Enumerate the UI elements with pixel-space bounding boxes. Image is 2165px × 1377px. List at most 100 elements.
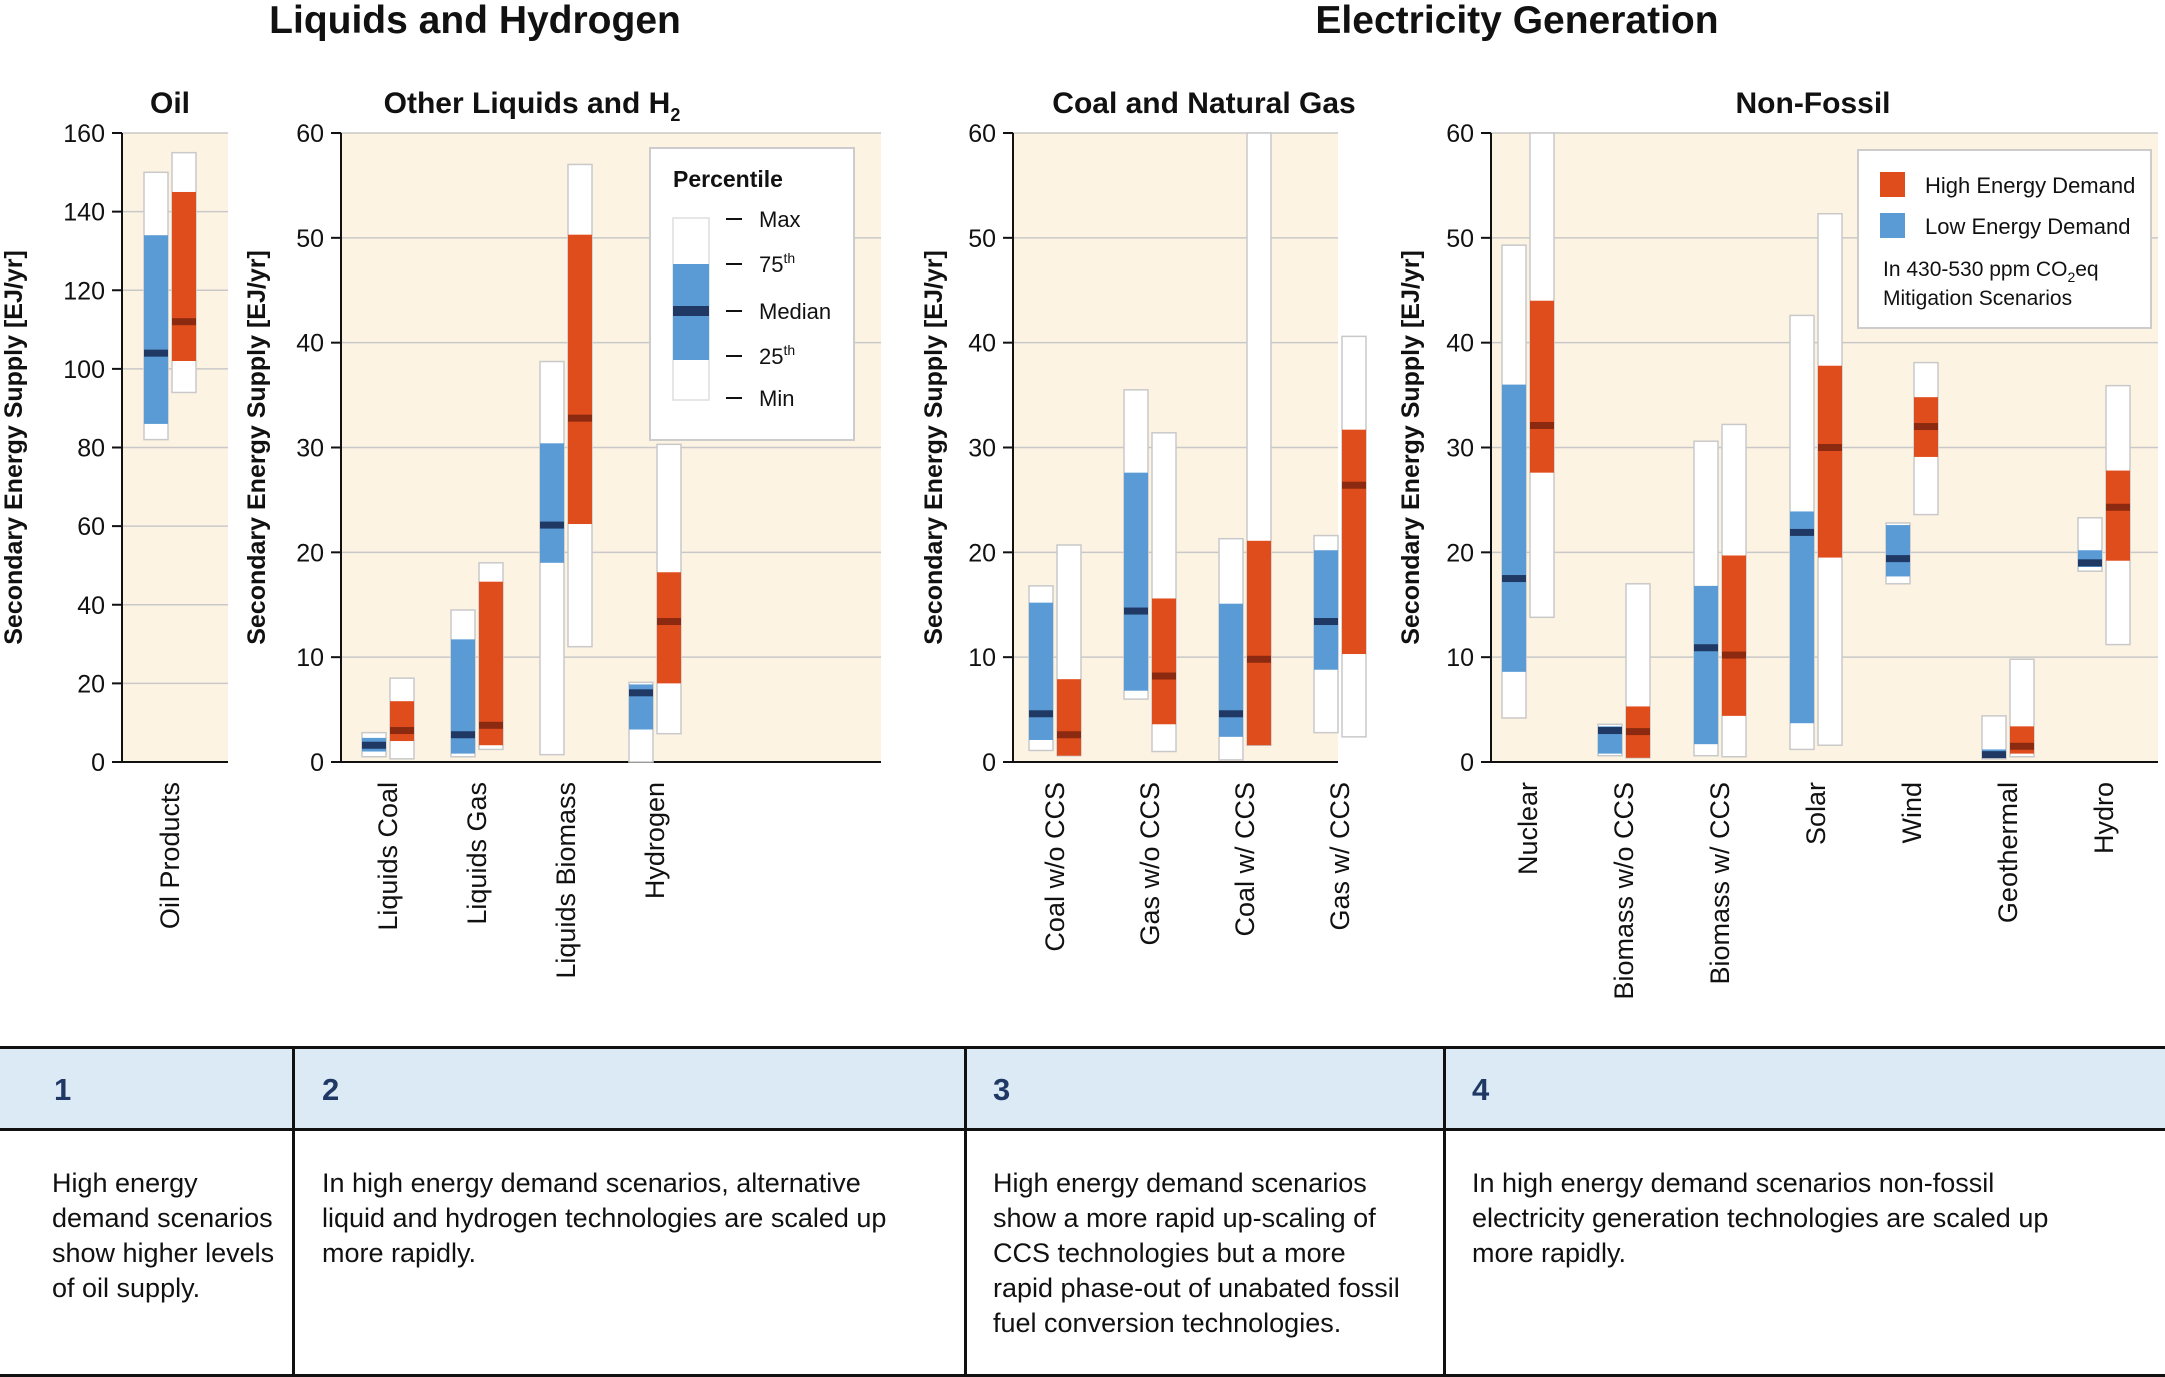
y-tick-label: 50 [296,225,324,253]
panel-coal-and-natural-gas: 0 10 20 30 40 50 60 Coal and Natural Gas Seconda… [920,87,1367,952]
median-line [144,349,168,357]
demand-legend-frame [1857,149,2152,329]
median-line [362,741,386,749]
median-line [629,689,653,697]
median-line [1342,481,1366,489]
category-label-gas-w-ccs: Gas w/ CCS [1325,782,1355,931]
low-demand-box [1029,602,1053,740]
y-tick-label: 120 [63,277,105,305]
category-label-biomass-w-o-ccs: Biomass w/o CCS [1609,782,1639,1000]
low-demand-box [1886,525,1910,577]
percentile-legend-title: Percentile [673,166,783,192]
panel-title: Coal and Natural Gas [1052,87,1355,120]
note-text-3: High energy demand scenarios show a more… [993,1168,1400,1338]
y-tick-label: 80 [77,435,105,463]
notes-table: 1 2 3 4 High energy demand scenarios sho… [0,1046,2165,1377]
legend-label-min: Min [759,386,794,411]
category-label-wind: Wind [1897,782,1927,844]
note-number-1: 1 [54,1072,72,1107]
y-tick-label: 30 [1446,435,1474,463]
panel-other-liquids-and-h2: 0 10 20 30 40 50 60 Other Liquids and H2 Seconda… [243,87,881,979]
median-line [2010,742,2034,750]
median-line [1914,423,1938,431]
median-line [540,521,564,529]
note-text-1: High energy demand scenarios show higher… [52,1168,275,1303]
high-demand-box [1152,598,1176,725]
median-line [479,721,503,729]
y-tick-label: 60 [1446,120,1474,148]
category-label-coal-w-ccs: Coal w/ CCS [1230,782,1260,937]
notes-header-row [0,1046,2165,1131]
low-demand-box [1314,550,1338,670]
category-label-hydrogen: Hydrogen [640,782,670,899]
y-tick-label: 30 [968,435,996,463]
category-label-oil-products: Oil Products [155,782,185,929]
category-label-geothermal: Geothermal [1993,782,2023,923]
median-line [1152,672,1176,680]
low-demand-box [1502,384,1526,672]
high-demand-box [479,581,503,746]
low-demand-box [1790,511,1814,724]
y-tick-label: 30 [296,435,324,463]
category-label-solar: Solar [1801,782,1831,845]
note-number-3: 3 [993,1072,1011,1107]
y-tick-label: 50 [968,225,996,253]
median-line [1057,731,1081,739]
note-number-4: 4 [1472,1072,1490,1107]
y-tick-label: 60 [77,513,105,541]
y-tick-label: 20 [296,539,324,567]
median-line [172,318,196,326]
panel-title: Non-Fossil [1736,87,1891,120]
high-demand-box [172,191,196,362]
y-axis-label: Secondary Energy Supply [EJ/yr] [243,250,271,645]
low-demand-box [1124,472,1148,691]
y-tick-label: 40 [77,592,105,620]
y-tick-label: 10 [1446,644,1474,672]
y-tick-label: 50 [1446,225,1474,253]
notes-bottom-rule [0,1374,2165,1377]
category-label-hydro: Hydro [2089,782,2119,854]
y-tick-label: 160 [63,120,105,148]
median-line [1694,644,1718,652]
y-tick-label: 20 [968,539,996,567]
median-line [451,731,475,739]
high-demand-box [1530,300,1554,473]
category-label-liquids-biomass: Liquids Biomass [551,782,581,979]
panel-title: Oil [150,87,190,120]
median-line [657,618,681,626]
y-tick-label: 140 [63,199,105,227]
legend-label-max: Max [759,207,801,232]
legend-tick-marks [726,218,742,399]
legend-median-line [673,306,709,316]
y-tick-label: 40 [968,330,996,358]
category-label-biomass-w-ccs: Biomass w/ CCS [1705,782,1735,985]
y-tick-label: 0 [91,749,105,777]
high-demand-swatch [1880,172,1905,197]
y-tick-label: 0 [310,749,324,777]
high-demand-box [1057,679,1081,756]
scenario-note-line1: In 430-530 ppm CO2eq [1883,258,2099,285]
notes-divider-1 [292,1046,295,1377]
high-demand-box [1247,540,1271,746]
high-demand-box [390,701,414,742]
median-line [1722,651,1746,659]
median-line [1818,444,1842,451]
y-tick-label: 40 [1446,330,1474,358]
median-line [1598,727,1622,735]
median-line [568,414,592,422]
median-line [1530,421,1554,429]
median-line [390,727,414,735]
heading-liquids: Liquids and Hydrogen [269,0,681,42]
median-line [1502,575,1526,583]
notes-divider-3 [1443,1046,1446,1377]
low-demand-label: Low Energy Demand [1925,214,2130,239]
median-line [1626,728,1650,736]
median-line [1219,710,1243,718]
median-line [2106,503,2130,511]
median-line [1124,607,1148,615]
category-label-coal-w-o-ccs: Coal w/o CCS [1040,782,1070,952]
low-demand-box [540,443,564,563]
legend-label-median: Median [759,299,831,324]
